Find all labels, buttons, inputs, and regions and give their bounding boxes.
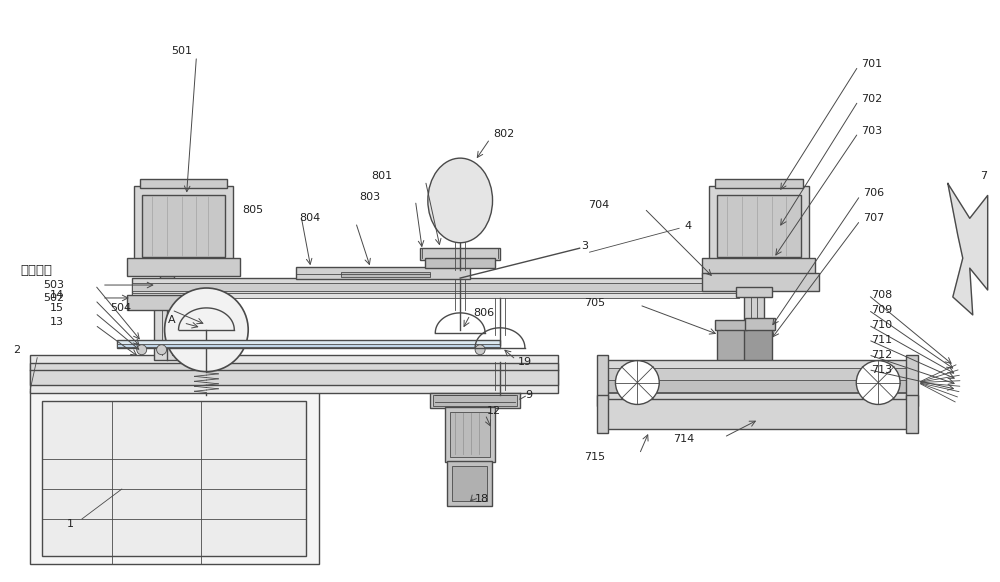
Text: 713: 713 <box>871 364 892 375</box>
Bar <box>604 368 908 392</box>
Bar <box>604 399 908 430</box>
Text: 712: 712 <box>871 350 892 360</box>
Text: 18: 18 <box>475 494 489 504</box>
Bar <box>717 196 801 257</box>
Bar <box>30 389 319 564</box>
Bar <box>154 295 179 360</box>
Text: 4: 4 <box>684 221 691 231</box>
Bar <box>709 186 809 260</box>
Text: 12: 12 <box>487 406 501 417</box>
Bar <box>717 328 745 363</box>
Bar <box>906 354 918 406</box>
Text: 504: 504 <box>111 303 132 313</box>
Text: 706: 706 <box>863 189 884 198</box>
Text: 703: 703 <box>861 126 882 136</box>
Bar <box>445 407 495 462</box>
Bar <box>117 340 500 347</box>
Text: 7: 7 <box>980 171 987 180</box>
Bar <box>447 461 492 506</box>
Text: 13: 13 <box>50 317 64 327</box>
Bar <box>296 267 470 279</box>
Circle shape <box>137 345 147 354</box>
Text: 803: 803 <box>359 193 381 203</box>
Text: 9: 9 <box>525 389 532 399</box>
Text: 804: 804 <box>300 214 321 223</box>
Text: 707: 707 <box>863 214 885 223</box>
Text: 701: 701 <box>861 59 882 69</box>
Bar <box>30 363 558 385</box>
Bar <box>117 344 500 347</box>
Bar <box>604 379 908 392</box>
Bar <box>42 402 306 556</box>
Bar <box>425 258 495 268</box>
Bar <box>430 392 520 409</box>
Bar <box>702 258 815 276</box>
Bar <box>420 248 500 260</box>
Circle shape <box>475 345 485 354</box>
Text: 711: 711 <box>871 335 892 345</box>
Text: 709: 709 <box>871 305 892 315</box>
Bar <box>715 179 803 189</box>
Bar <box>127 258 240 276</box>
Bar <box>132 293 739 298</box>
Text: 708: 708 <box>871 290 892 300</box>
Bar <box>127 295 182 310</box>
Bar <box>450 413 490 457</box>
Text: 2: 2 <box>13 345 20 354</box>
Bar <box>604 360 908 402</box>
Bar <box>597 354 608 406</box>
Bar <box>744 328 772 363</box>
Text: 14: 14 <box>50 290 64 300</box>
Text: 光学玻璃: 光学玻璃 <box>20 264 52 276</box>
Bar <box>715 320 747 330</box>
Text: 806: 806 <box>473 308 494 318</box>
Circle shape <box>157 345 167 354</box>
Bar <box>597 396 608 434</box>
Text: 501: 501 <box>172 46 193 56</box>
Bar <box>30 354 558 392</box>
Text: 15: 15 <box>50 303 64 313</box>
Bar <box>142 196 225 257</box>
Bar <box>140 179 227 189</box>
Bar <box>160 260 174 295</box>
Bar <box>134 186 233 260</box>
Bar <box>452 466 487 501</box>
Bar <box>702 273 819 291</box>
Text: 802: 802 <box>493 129 514 139</box>
Bar <box>744 293 764 427</box>
Polygon shape <box>948 183 988 315</box>
Bar <box>736 287 772 297</box>
Bar <box>745 318 775 330</box>
Text: 503: 503 <box>43 280 64 290</box>
Text: 710: 710 <box>871 320 892 330</box>
Text: 801: 801 <box>371 171 393 180</box>
Bar <box>433 395 517 406</box>
Text: 705: 705 <box>584 298 605 308</box>
Ellipse shape <box>428 158 493 243</box>
Text: 3: 3 <box>582 241 589 251</box>
Text: 702: 702 <box>861 94 883 104</box>
Bar <box>132 278 739 296</box>
Circle shape <box>856 361 900 404</box>
Text: 714: 714 <box>673 434 694 444</box>
Text: 19: 19 <box>518 357 532 367</box>
Bar <box>906 396 918 434</box>
Text: 1: 1 <box>67 519 74 529</box>
Text: 715: 715 <box>584 452 605 462</box>
Bar <box>132 283 739 291</box>
Text: 704: 704 <box>588 200 609 211</box>
Text: A: A <box>168 315 175 325</box>
Circle shape <box>165 288 248 372</box>
Text: 502: 502 <box>43 293 64 303</box>
Circle shape <box>615 361 659 404</box>
Bar <box>341 272 430 277</box>
Text: 805: 805 <box>242 205 263 215</box>
